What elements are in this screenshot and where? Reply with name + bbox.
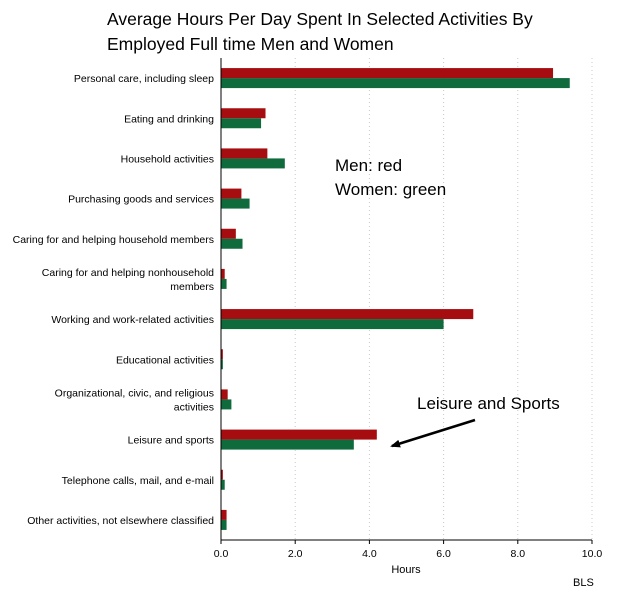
- bar: [221, 158, 285, 169]
- leisure-annotation-arrow: [390, 418, 476, 448]
- bar: [221, 278, 227, 289]
- category-label: Eating and drinking: [124, 113, 214, 125]
- category-label: members: [170, 281, 214, 293]
- bars: [221, 68, 570, 530]
- category-label: Personal care, including sleep: [74, 73, 214, 85]
- leisure-annotation: Leisure and Sports: [390, 394, 560, 448]
- bar: [221, 309, 474, 320]
- bar: [221, 509, 227, 520]
- bar: [221, 268, 225, 279]
- bar: [221, 359, 223, 370]
- bar: [221, 389, 228, 400]
- bar: [221, 78, 570, 89]
- category-label: Caring for and helping nonhousehold: [42, 267, 214, 279]
- chart-title-line-1: Average Hours Per Day Spent In Selected …: [107, 9, 533, 29]
- legend-note-women: Women: green: [335, 180, 446, 199]
- legend-note: Men: red Women: green: [335, 156, 446, 199]
- category-label: Household activities: [121, 153, 214, 165]
- bar: [221, 108, 266, 119]
- category-label: activities: [174, 401, 214, 413]
- x-axis-title: Hours: [391, 564, 421, 576]
- bar: [221, 68, 554, 79]
- category-label: Other activities, not elsewhere classifi…: [27, 515, 214, 527]
- bar: [221, 469, 223, 480]
- x-tick-label: 10.0: [582, 548, 603, 560]
- x-tick-label: 6.0: [436, 548, 451, 560]
- bar: [221, 198, 250, 209]
- x-tick-label: 2.0: [288, 548, 303, 560]
- bar: [221, 148, 268, 159]
- category-label: Organizational, civic, and religious: [55, 387, 214, 399]
- bar: [221, 188, 242, 199]
- category-label: Caring for and helping household members: [13, 234, 214, 246]
- category-labels: Personal care, including sleep Eating and…: [13, 73, 215, 527]
- category-label: Working and work-related activities: [51, 314, 214, 326]
- x-tick-label: 8.0: [510, 548, 525, 560]
- bar: [221, 429, 377, 440]
- bar: [221, 228, 236, 239]
- bar: [221, 319, 444, 330]
- x-tick-label: 0.0: [214, 548, 229, 560]
- category-label: Educational activities: [116, 354, 214, 366]
- legend-note-men: Men: red: [335, 156, 402, 175]
- bar: [221, 349, 223, 360]
- bar: [221, 519, 227, 530]
- bar: [221, 238, 243, 249]
- chart-title-line-2: Employed Full time Men and Women: [107, 34, 394, 54]
- bar: [221, 479, 225, 490]
- category-label: Telephone calls, mail, and e-mail: [62, 475, 214, 487]
- bar: [221, 118, 262, 129]
- x-axis-ticks: 0.0 2.0 4.0 6.0 8.0 10.0: [214, 540, 603, 560]
- chart-title: Average Hours Per Day Spent In Selected …: [107, 9, 533, 54]
- bar: [221, 439, 354, 450]
- bar: [221, 399, 232, 410]
- category-label: Leisure and sports: [128, 435, 214, 447]
- leisure-annotation-label: Leisure and Sports: [417, 394, 560, 413]
- x-tick-label: 4.0: [362, 548, 377, 560]
- gridlines: [294, 58, 593, 540]
- source-label: BLS: [573, 577, 594, 589]
- category-label: Purchasing goods and services: [68, 194, 214, 206]
